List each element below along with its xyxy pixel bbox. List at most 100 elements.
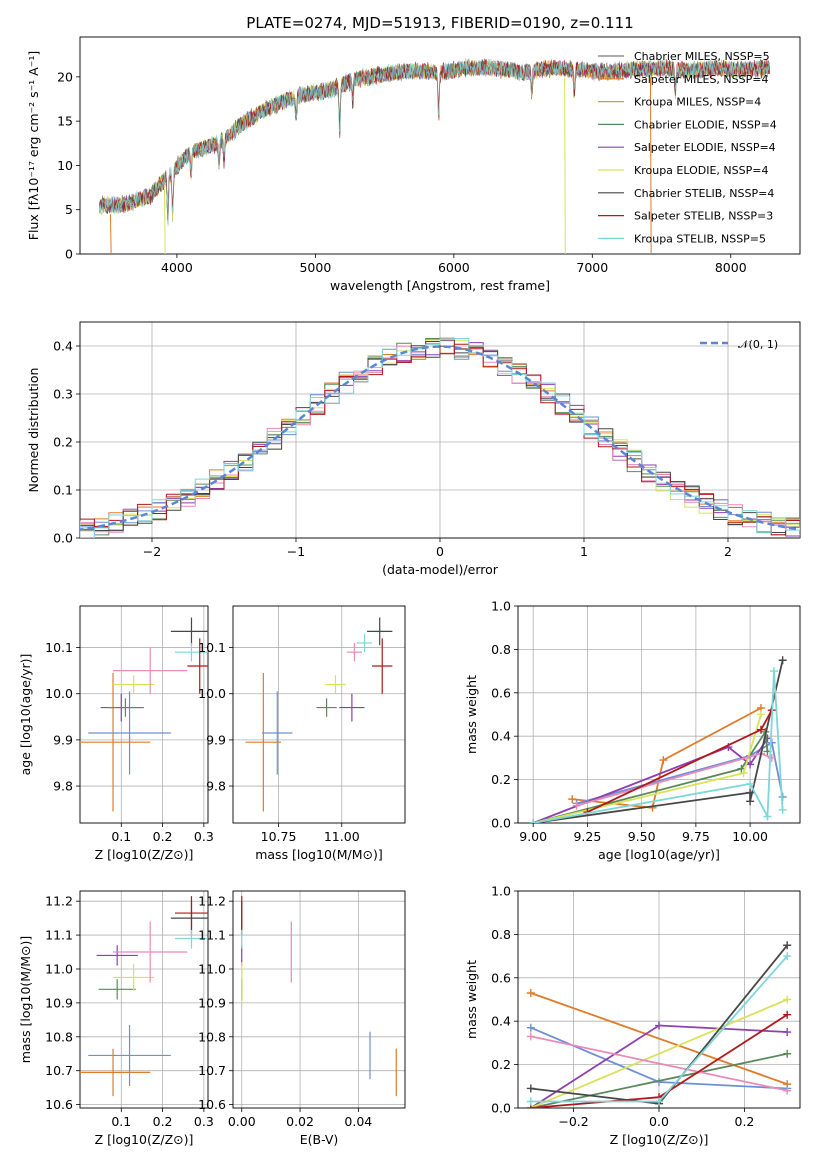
- weight-marker: [783, 1086, 792, 1095]
- spectrum-spike: [163, 189, 166, 254]
- y-tick-label: 11.1: [45, 928, 73, 943]
- weight-marker: [526, 1084, 535, 1093]
- y-tick-label: 1.0: [491, 599, 511, 614]
- histogram-lines: [80, 337, 800, 538]
- weight-marker: [746, 797, 755, 806]
- x-tick-label: −0.2: [558, 1114, 588, 1129]
- x-tick-label: 8000: [715, 260, 747, 275]
- y-tick-label: 11.2: [45, 894, 73, 909]
- age_vs_mass-panel: 10.75 11.00 9.8 9.9 10.0 10.1 mass [log10(M/M⊙…: [198, 605, 406, 862]
- x-tick-label: 10.75: [261, 829, 297, 844]
- x-tick-label: 0.3: [194, 1114, 214, 1129]
- y-tick-label: 0.6: [491, 970, 511, 985]
- weight_vs_age-lines: [529, 656, 787, 823]
- figure-title: PLATE=0274, MJD=51913, FIBERID=0190, z=0…: [246, 14, 633, 32]
- spectrum-spike: [649, 77, 652, 254]
- weight-marker: [783, 1010, 792, 1019]
- weight_vs_Z-lines: [526, 941, 792, 1108]
- weight-marker: [783, 1049, 792, 1058]
- x-tick-label: 0.02: [286, 1114, 314, 1129]
- x-tick-label: 0.2: [153, 1114, 173, 1129]
- x-tick-label: 0.1: [111, 829, 131, 844]
- y-tick-label: 20: [57, 69, 73, 84]
- y-tick-label: 10.9: [198, 995, 226, 1010]
- legend-entry: Salpeter MILES, NSSP=4: [634, 73, 768, 86]
- x-tick-label: 2: [724, 544, 732, 559]
- weight-marker: [526, 1023, 535, 1032]
- weight-marker: [739, 769, 748, 778]
- y-tick-label: 10.6: [198, 1097, 226, 1112]
- y-tick-label: 10.0: [45, 686, 73, 701]
- y-axis-label: mass weight: [464, 960, 479, 1039]
- normal-curve: [80, 345, 800, 531]
- y-tick-label: 0: [65, 247, 73, 262]
- y-axis-label: Flux [fλ10⁻¹⁷ erg cm⁻² s⁻¹ A⁻¹]: [26, 51, 41, 240]
- weight-series-line: [530, 998, 788, 1108]
- y-tick-label: 9.9: [53, 732, 73, 747]
- legend-entry: Chabrier STELIB, NSSP=4: [634, 187, 774, 200]
- axes-frame: [517, 890, 801, 1109]
- y-tick-label: 0.2: [491, 1057, 511, 1072]
- weight-series-line: [533, 671, 784, 823]
- x-tick-label: 6000: [438, 260, 470, 275]
- mass_vs_EBV-points: [241, 896, 397, 1097]
- spectrum-spike: [564, 77, 566, 254]
- x-tick-label: 9.50: [628, 829, 656, 844]
- legend-entry: Salpeter STELIB, NSSP=3: [634, 210, 773, 223]
- x-tick-label: 0.00: [228, 1114, 256, 1129]
- y-tick-label: 10.8: [45, 1029, 73, 1044]
- spectrum-lines: [99, 58, 770, 254]
- y-tick-label: 0.0: [491, 1101, 511, 1116]
- weight-marker: [568, 795, 577, 804]
- y-tick-label: 9.8: [53, 779, 73, 794]
- histogram-series: [80, 338, 800, 538]
- x-tick-label: 0.1: [111, 1114, 131, 1129]
- axes-frame: [79, 605, 209, 824]
- weight-marker: [746, 788, 755, 797]
- spectrum-spike: [109, 214, 112, 254]
- x-axis-label: wavelength [Angstrom, rest frame]: [330, 278, 550, 293]
- y-axis-label: mass weight: [464, 675, 479, 754]
- y-tick-label: 1.0: [491, 884, 511, 899]
- weight-marker: [767, 753, 776, 762]
- axes-frame: [79, 890, 209, 1109]
- y-tick-label: 0.2: [53, 435, 73, 450]
- spectrum-panel: 4000 5000 6000 7000 8000 0 5 10 15 20 wavelength […: [26, 36, 801, 293]
- axes-frame: [517, 605, 801, 824]
- legend-entry: 𝒩(0, 1): [738, 338, 778, 351]
- weight-marker: [756, 725, 765, 734]
- weight_vs_Z-panel: −0.2 0.0 0.2 0.0 0.2 0.4 0.6 0.8 1.0 Z [log10(Z/Z…: [464, 884, 801, 1147]
- weight-series-line: [530, 992, 788, 1085]
- legend-entry: Kroupa MILES, NSSP=4: [634, 96, 761, 109]
- y-tick-label: 0.4: [491, 729, 511, 744]
- weight-series-line: [533, 660, 784, 823]
- y-tick-label: 10.7: [45, 1063, 73, 1078]
- weight-marker: [659, 756, 668, 765]
- axes-frame: [79, 36, 801, 255]
- x-tick-label: 0: [436, 544, 444, 559]
- x-tick-label: 9.00: [519, 829, 547, 844]
- weight-marker: [763, 812, 772, 821]
- age_vs_Z-points: [80, 617, 208, 812]
- y-tick-label: 10.1: [45, 640, 73, 655]
- y-axis-label: age [log10(age/yr)]: [18, 654, 33, 776]
- axes-frame: [79, 321, 801, 539]
- y-tick-label: 10.7: [198, 1063, 226, 1078]
- legend-entry: Salpeter ELODIE, NSSP=4: [634, 141, 776, 154]
- y-tick-label: 0.3: [53, 387, 73, 402]
- weight-series-line: [530, 1052, 788, 1108]
- x-tick-label: 0.0: [649, 1114, 669, 1129]
- y-tick-label: 11.2: [198, 894, 226, 909]
- y-tick-label: 9.8: [206, 779, 226, 794]
- y-tick-label: 0.0: [491, 816, 511, 831]
- weight-marker: [655, 1097, 663, 1106]
- x-tick-label: −2: [143, 544, 161, 559]
- y-tick-label: 0.4: [53, 339, 73, 354]
- y-tick-label: 9.9: [206, 732, 226, 747]
- y-tick-label: 0.0: [53, 531, 73, 546]
- y-tick-label: 0.1: [53, 483, 73, 498]
- spectrum-legend: Chabrier MILES, NSSP=5 Salpeter MILES, NS…: [598, 50, 777, 245]
- spectrum-series-line: [99, 58, 770, 227]
- residual-panel: −2 −1 0 1 2 0.0 0.1 0.2 0.3 0.4 (data-model)/error…: [26, 321, 801, 577]
